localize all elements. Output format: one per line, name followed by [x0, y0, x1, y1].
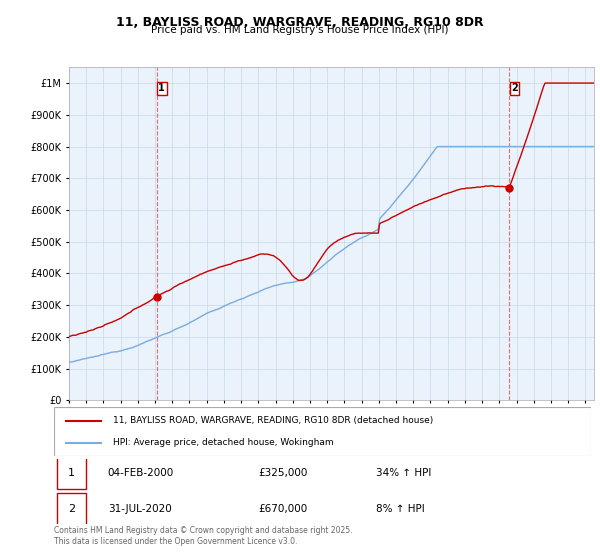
FancyBboxPatch shape [54, 407, 591, 456]
Text: £670,000: £670,000 [258, 505, 307, 515]
Text: HPI: Average price, detached house, Wokingham: HPI: Average price, detached house, Woki… [113, 438, 334, 447]
Text: Price paid vs. HM Land Registry's House Price Index (HPI): Price paid vs. HM Land Registry's House … [151, 25, 449, 35]
Text: 11, BAYLISS ROAD, WARGRAVE, READING, RG10 8DR: 11, BAYLISS ROAD, WARGRAVE, READING, RG1… [116, 16, 484, 29]
FancyBboxPatch shape [56, 493, 86, 525]
Text: 11, BAYLISS ROAD, WARGRAVE, READING, RG10 8DR (detached house): 11, BAYLISS ROAD, WARGRAVE, READING, RG1… [113, 417, 433, 426]
Text: 31-JUL-2020: 31-JUL-2020 [108, 505, 172, 515]
Text: 1: 1 [158, 83, 165, 93]
Text: 2: 2 [511, 83, 518, 93]
Text: 1: 1 [68, 468, 75, 478]
Text: Contains HM Land Registry data © Crown copyright and database right 2025.
This d: Contains HM Land Registry data © Crown c… [54, 526, 353, 546]
Text: £325,000: £325,000 [258, 468, 307, 478]
Text: 04-FEB-2000: 04-FEB-2000 [108, 468, 174, 478]
Text: 2: 2 [68, 505, 75, 515]
FancyBboxPatch shape [56, 458, 86, 489]
Text: 8% ↑ HPI: 8% ↑ HPI [376, 505, 425, 515]
Text: 34% ↑ HPI: 34% ↑ HPI [376, 468, 431, 478]
